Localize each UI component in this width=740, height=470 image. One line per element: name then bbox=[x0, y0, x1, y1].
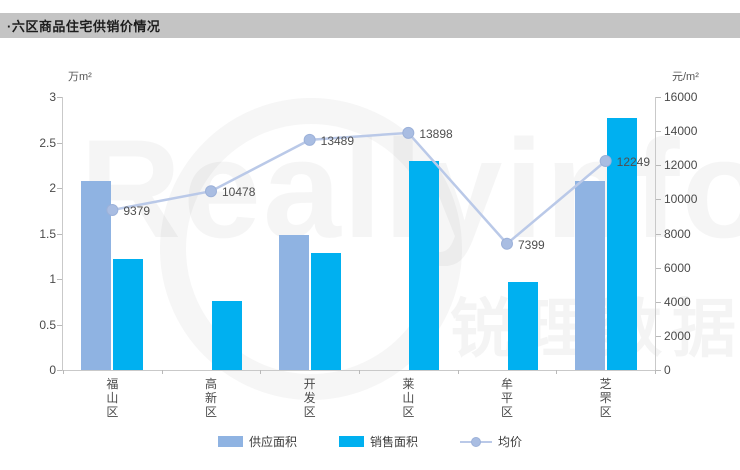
legend-item-sales: 销售面积 bbox=[338, 433, 418, 450]
y-axis-left-line bbox=[62, 97, 63, 370]
y-axis-left-tick bbox=[57, 142, 62, 144]
y-axis-right-tick-label: 0 bbox=[664, 363, 671, 377]
y-axis-right-tick-label: 12000 bbox=[664, 158, 698, 173]
bar-sales-5 bbox=[606, 117, 637, 370]
price-label-4: 7399 bbox=[518, 238, 545, 252]
price-line bbox=[112, 131, 607, 246]
y-axis-right-tick bbox=[656, 233, 661, 235]
bar-supply-5 bbox=[574, 180, 605, 370]
y-axis-right-tick-label: 8000 bbox=[664, 226, 691, 241]
y-axis-left-tick-label: 3 bbox=[49, 90, 56, 104]
legend-label-supply: 供应面积 bbox=[248, 435, 297, 449]
price-marker-3 bbox=[402, 126, 415, 139]
x-axis-tick bbox=[260, 370, 262, 374]
bar-sales-4 bbox=[508, 281, 538, 370]
y-axis-right-tick bbox=[656, 301, 661, 303]
x-axis-labels: 福山区 高新区 开发区 莱山区 牟平区 芝罘区 bbox=[63, 377, 655, 430]
y-axis-right-tick bbox=[656, 267, 661, 269]
left-axis-unit: 万m² bbox=[68, 71, 92, 83]
y-axis-left-tick-label: 2.5 bbox=[39, 135, 56, 150]
bar-sales-0 bbox=[113, 258, 144, 370]
y-axis-right-tick-label: 2000 bbox=[664, 328, 691, 343]
price-marker-0 bbox=[106, 203, 119, 216]
y-axis-left-tick bbox=[57, 233, 62, 235]
x-axis-tick bbox=[556, 370, 558, 374]
y-axis-left-tick bbox=[57, 279, 62, 280]
price-marker-5 bbox=[599, 155, 612, 168]
legend-line-icon bbox=[460, 436, 492, 447]
y-axis-left-tick-label: 0 bbox=[49, 363, 56, 377]
y-axis-right-tick bbox=[656, 370, 661, 371]
y-axis-right-tick bbox=[656, 131, 661, 133]
price-line-svg: 9379 10478 13489 13898 7399 12249 bbox=[106, 126, 651, 252]
x-axis-tick bbox=[457, 370, 459, 374]
right-axis-unit: 元/m² bbox=[672, 71, 699, 83]
price-label-0: 9379 bbox=[123, 204, 150, 218]
y-axis-right-tick bbox=[656, 165, 661, 167]
title-bar: ·六区商品住宅供销价情况 bbox=[0, 13, 740, 38]
y-axis-right-tick-label: 6000 bbox=[664, 260, 691, 275]
legend-item-supply: 供应面积 bbox=[217, 433, 297, 450]
y-axis-left-tick bbox=[57, 97, 62, 98]
y-axis-left-tick bbox=[57, 188, 62, 189]
price-label-1: 10478 bbox=[222, 185, 256, 199]
price-marker-4 bbox=[501, 237, 513, 250]
price-label-3: 13898 bbox=[419, 127, 453, 141]
bar-supply-2 bbox=[278, 235, 309, 370]
x-label-0: 福山区 bbox=[106, 377, 119, 419]
legend-item-price: 均价 bbox=[460, 433, 522, 450]
y-axis-right-tick bbox=[656, 335, 661, 337]
y-axis-right-tick-label: 10000 bbox=[664, 192, 698, 207]
line-series-layer: 9379 10478 13489 13898 7399 12249 bbox=[63, 97, 655, 370]
bar-sales-1 bbox=[212, 300, 242, 370]
legend-line-marker bbox=[471, 437, 481, 447]
y-axis-right-line bbox=[655, 97, 656, 370]
legend-swatch-sales bbox=[338, 436, 364, 447]
y-axis-right-tick-label: 4000 bbox=[664, 294, 691, 309]
y-axis-left-tick bbox=[57, 324, 62, 326]
x-label-5: 芝罘区 bbox=[599, 377, 612, 419]
x-axis-tick bbox=[655, 370, 656, 374]
price-label-2: 13489 bbox=[321, 134, 355, 148]
bar-supply-0 bbox=[81, 180, 112, 370]
x-label-3: 莱山区 bbox=[402, 377, 415, 419]
y-axis-left-tick-label: 0.5 bbox=[39, 317, 56, 332]
bar-sales-2 bbox=[310, 252, 341, 370]
y-axis-left-tick-label: 1.5 bbox=[39, 226, 56, 241]
page-title: ·六区商品住宅供销价情况 bbox=[7, 19, 161, 34]
legend-label-price: 均价 bbox=[498, 435, 523, 449]
price-marker-1 bbox=[205, 185, 217, 198]
x-label-1: 高新区 bbox=[204, 377, 217, 419]
legend: 供应面积 销售面积 均价 bbox=[0, 433, 740, 450]
y-axis-left-tick-label: 2 bbox=[49, 181, 56, 195]
y-axis-right-tick bbox=[656, 97, 661, 98]
y-axis-left-tick-label: 1 bbox=[49, 272, 56, 286]
chart-area: Reallyinfo 锐理数据 万m² 元/m² 32.521.510.5016… bbox=[0, 38, 740, 470]
legend-label-sales: 销售面积 bbox=[369, 435, 418, 449]
x-axis-tick bbox=[161, 370, 163, 374]
x-axis-tick bbox=[63, 370, 64, 374]
y-axis-right-tick bbox=[656, 199, 661, 201]
y-axis-left-tick bbox=[57, 370, 62, 371]
bar-series-layer bbox=[63, 97, 655, 370]
y-axis-right-tick-label: 14000 bbox=[664, 124, 698, 139]
bar-sales-3 bbox=[409, 160, 440, 370]
legend-swatch-supply bbox=[217, 436, 243, 447]
y-axis-right-tick-label: 16000 bbox=[664, 90, 698, 104]
x-label-4: 牟平区 bbox=[500, 377, 513, 419]
x-axis-tick bbox=[359, 370, 360, 374]
price-label-5: 12249 bbox=[617, 155, 651, 169]
price-marker-2 bbox=[303, 133, 316, 146]
x-label-2: 开发区 bbox=[303, 377, 316, 419]
